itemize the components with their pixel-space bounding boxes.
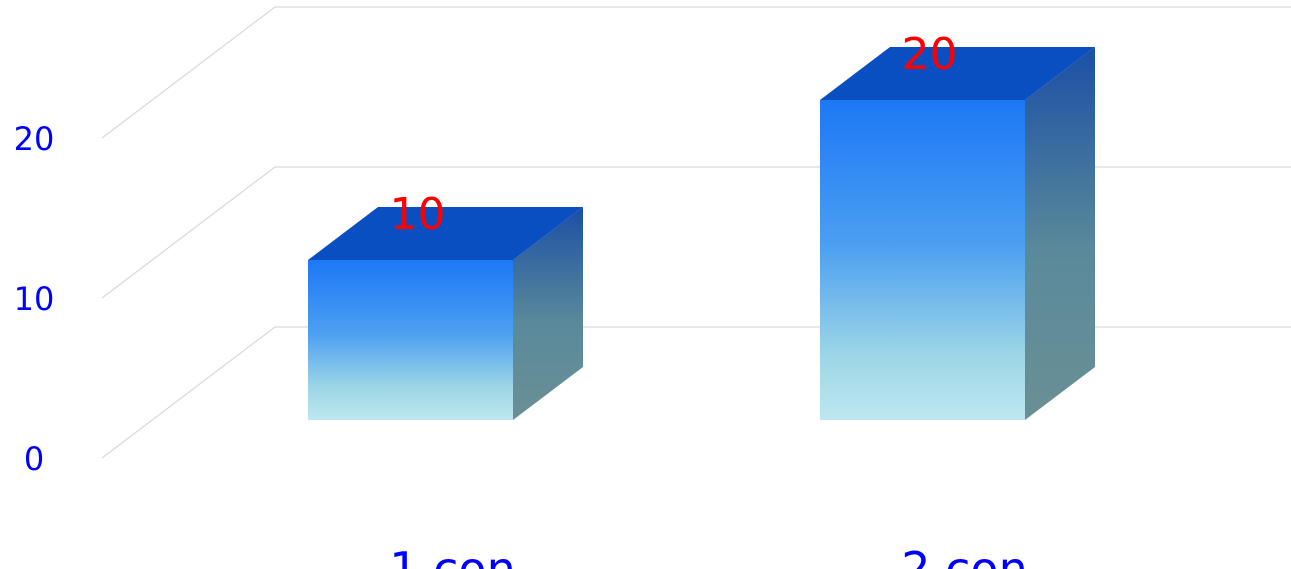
data-label: 20 [902, 29, 958, 80]
bar-front [820, 100, 1025, 420]
bar-side [1025, 47, 1095, 420]
bar [308, 207, 583, 420]
y-tick-label: 0 [24, 440, 44, 478]
gridlines [101, 6, 1291, 459]
bar [820, 47, 1095, 420]
x-axis-ticks: 1 con 2 con [389, 542, 1027, 569]
gridline [101, 326, 1291, 459]
bars [308, 47, 1095, 420]
data-label: 10 [390, 189, 446, 240]
y-tick-label: 10 [14, 280, 55, 318]
bar-top [308, 207, 583, 260]
x-tick-label: 1 con [389, 542, 515, 569]
gridline [101, 6, 1291, 139]
bar-top [820, 47, 1095, 100]
data-labels: 10 20 [390, 29, 958, 240]
bar-front [308, 260, 513, 420]
y-axis-ticks: 0 10 20 [14, 120, 55, 478]
y-tick-label: 20 [14, 120, 55, 158]
x-tick-label: 2 con [901, 542, 1027, 569]
gridline [101, 166, 1291, 299]
bar-side [513, 207, 583, 420]
